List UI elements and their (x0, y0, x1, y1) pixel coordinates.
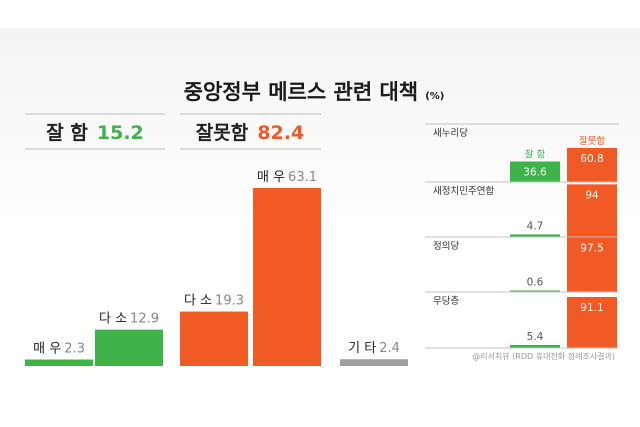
party-value-0-1: 60.8 (580, 153, 603, 165)
main-bar-value-2: 19.3 (215, 294, 244, 309)
source-note: @리서치뷰 (RDD 휴대전화 정례조사결과) (472, 351, 615, 361)
party-name-3: 무당층 (433, 296, 459, 307)
main-bar-label-3: 매 우 63.1 (257, 170, 317, 185)
main-bar-category-0: 매 우 (33, 342, 61, 357)
main-bar-value-1: 12.9 (130, 312, 159, 327)
main-bar-category-1: 다 소 (99, 312, 127, 327)
party-series-header-0: 잘 함 (525, 149, 546, 161)
page-top-strip (0, 0, 640, 28)
party-value-3-1: 91.1 (580, 302, 603, 314)
main-bar-value-3: 63.1 (288, 170, 317, 185)
party-value-0-0: 36.6 (523, 167, 547, 179)
party-bar-3-1 (567, 296, 617, 348)
chart-title-text: 중앙정부 메르스 관련 대책 (184, 80, 418, 104)
summary-bad-label: 잘못함 (196, 122, 249, 144)
chart-title: 중앙정부 메르스 관련 대책 (%) (184, 80, 445, 104)
main-bar-category-4: 기 타 (348, 341, 376, 356)
main-bar-category-3: 매 우 (257, 170, 285, 185)
party-bar-2-1 (567, 237, 617, 292)
party-breakdown-chart: 새누리당 36.6 60.8 새정치민주연합 4.7 94 정의당 0.6 97.5 무당층 5.4… (425, 123, 619, 349)
main-bar-label-4: 기 타 2.4 (348, 341, 400, 356)
party-value-3-0: 5.4 (527, 331, 544, 343)
main-bar-label-1: 다 소 12.9 (99, 312, 159, 327)
page-bottom-strip (0, 398, 640, 427)
summary-bad: 잘못함 82.4 (196, 122, 304, 144)
party-bar-3-0 (510, 344, 560, 348)
party-value-1-0: 4.7 (527, 220, 544, 232)
party-bar-0-0 (510, 161, 560, 182)
main-bar-4 (340, 359, 408, 366)
party-value-2-1: 97.5 (580, 242, 603, 254)
party-value-1-1: 94 (585, 189, 599, 201)
main-bar-2 (180, 311, 248, 366)
main-bar-1 (95, 329, 163, 366)
main-bar-category-2: 다 소 (184, 294, 212, 309)
main-bar-3 (253, 188, 321, 366)
main-bar-0 (25, 359, 93, 366)
party-name-0: 새누리당 (433, 128, 468, 139)
main-bar-label-2: 다 소 19.3 (184, 294, 244, 309)
chart-title-unit: (%) (425, 91, 444, 102)
summary-bad-value: 82.4 (257, 122, 304, 144)
summary-good-label: 잘 함 (46, 122, 88, 144)
main-bar-label-0: 매 우 2.3 (33, 342, 85, 357)
party-bar-0-1 (567, 147, 617, 182)
summary-good: 잘 함 15.2 (46, 122, 144, 144)
main-bar-value-0: 2.3 (64, 342, 85, 357)
party-bar-1-1 (567, 184, 617, 237)
party-bar-2-0 (510, 290, 560, 292)
party-series-header-1: 잘못함 (579, 135, 605, 147)
party-value-2-0: 0.6 (527, 277, 544, 289)
party-bar-1-0 (510, 234, 560, 237)
summary-good-value: 15.2 (97, 122, 144, 144)
party-name-1: 새정치민주연합 (433, 185, 494, 197)
party-name-2: 정의당 (433, 241, 459, 252)
main-bar-value-4: 2.4 (379, 341, 400, 356)
main-bar-chart: 매 우 2.3다 소 12.9다 소 19.3매 우 63.1기 타 2.4 (25, 170, 408, 366)
